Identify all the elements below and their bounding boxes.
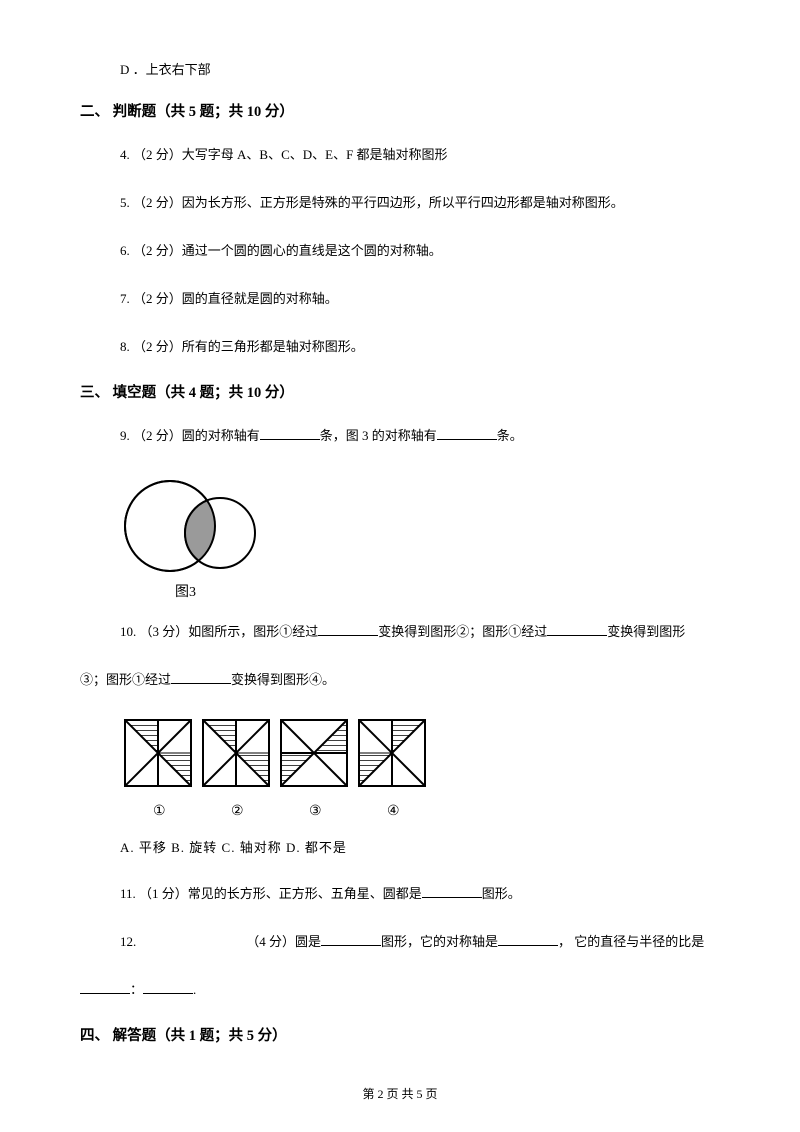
- svg-text:②: ②: [231, 804, 244, 819]
- question-10-line2: ③；图形①经过 变换得到图形④。: [80, 667, 720, 693]
- q11-t1: 常见的长方形、正方形、五角星、圆都是: [188, 886, 422, 901]
- svg-text:①: ①: [153, 804, 166, 819]
- q12-t3: ， 它的直径与半径的比是: [558, 934, 704, 949]
- section-2-heading-text: 二、 判断题（共 5 题；共 10 分）: [80, 104, 294, 120]
- option-d: D ．上衣右下部: [120, 60, 720, 81]
- q12-period: .: [193, 982, 196, 997]
- q8-prefix: 8. （2 分）: [120, 339, 182, 354]
- question-4: 4. （2 分）大写字母 A、B、C、D、E、F 都是轴对称图形: [120, 142, 720, 168]
- q10-t2: 变换得到图形②；图形①经过: [378, 624, 547, 639]
- shape-2: ②: [203, 720, 269, 819]
- blank: [547, 622, 607, 636]
- page: D ．上衣右下部 二、 判断题（共 5 题；共 10 分） 4. （2 分）大写…: [0, 0, 800, 1132]
- blank: [143, 980, 193, 994]
- q12-colon: ：: [130, 982, 143, 997]
- question-12-line2: ：.: [80, 977, 720, 1003]
- question-6: 6. （2 分）通过一个圆的圆心的直线是这个圆的对称轴。: [120, 238, 720, 264]
- q11-prefix: 11. （1 分）: [120, 886, 188, 901]
- q9-t1: 圆的对称轴有: [182, 428, 260, 443]
- q10-shapes-svg: ① ② ③: [120, 715, 440, 820]
- q12-prefix: 12.: [120, 934, 136, 949]
- question-8: 8. （2 分）所有的三角形都是轴对称图形。: [120, 334, 720, 360]
- blank: [437, 426, 497, 440]
- page-footer-text: 第 2 页 共 5 页: [362, 1087, 437, 1101]
- question-9: 9. （2 分）圆的对称轴有 条，图 3 的对称轴有 条。: [120, 423, 720, 449]
- q12-pts: （4 分）: [246, 934, 295, 949]
- q12-t2: 图形，它的对称轴是: [381, 934, 498, 949]
- section-4-heading: 四、 解答题（共 1 题；共 5 分）: [80, 1025, 720, 1048]
- q10-t1: 如图所示，图形①经过: [188, 624, 318, 639]
- shape-4: ④: [359, 720, 425, 819]
- question-7: 7. （2 分）圆的直径就是圆的对称轴。: [120, 286, 720, 312]
- blank: [498, 932, 558, 946]
- page-footer: 第 2 页 共 5 页: [0, 1085, 800, 1104]
- shape-3: ③: [281, 720, 347, 819]
- q10-prefix: 10. （3 分）: [120, 624, 188, 639]
- q11-t2: 图形。: [482, 886, 521, 901]
- blank: [171, 670, 231, 684]
- q10-options: A. 平移 B. 旋转 C. 轴对称 D. 都不是: [120, 838, 720, 859]
- blank: [321, 932, 381, 946]
- blank: [422, 884, 482, 898]
- q12-t1: 圆是: [295, 934, 321, 949]
- blank: [80, 980, 130, 994]
- figure-3-label: 图3: [175, 585, 196, 600]
- q5-prefix: 5. （2 分）: [120, 195, 182, 210]
- section-2-heading: 二、 判断题（共 5 题；共 10 分）: [80, 101, 720, 124]
- q10-l2b: 变换得到图形④。: [231, 672, 335, 687]
- blank: [318, 622, 378, 636]
- q10-t3: 变换得到图形: [607, 624, 685, 639]
- question-10: 10. （3 分）如图所示，图形①经过 变换得到图形②；图形①经过 变换得到图形: [120, 619, 720, 645]
- svg-text:④: ④: [387, 804, 400, 819]
- question-11: 11. （1 分）常见的长方形、正方形、五角星、圆都是 图形。: [120, 881, 720, 907]
- question-5: 5. （2 分）因为长方形、正方形是特殊的平行四边形，所以平行四边形都是轴对称图…: [120, 190, 720, 216]
- q9-prefix: 9. （2 分）: [120, 428, 182, 443]
- option-d-text: D ．上衣右下部: [120, 62, 211, 77]
- q8-text: 所有的三角形都是轴对称图形。: [182, 339, 364, 354]
- q6-prefix: 6. （2 分）: [120, 243, 182, 258]
- q9-t3: 条。: [497, 428, 523, 443]
- figure-3-svg: 图3: [120, 471, 270, 601]
- q9-t2: 条，图 3 的对称轴有: [320, 428, 437, 443]
- question-12: 12. （4 分）圆是 图形，它的对称轴是 ， 它的直径与半径的比是: [120, 929, 720, 955]
- q5-text: 因为长方形、正方形是特殊的平行四边形，所以平行四边形都是轴对称图形。: [182, 195, 624, 210]
- q10-l2a: ③；图形①经过: [80, 672, 171, 687]
- figure-3: 图3: [120, 471, 720, 601]
- blank: [260, 426, 320, 440]
- svg-text:③: ③: [309, 804, 322, 819]
- q10-options-text: A. 平移 B. 旋转 C. 轴对称 D. 都不是: [120, 840, 347, 855]
- section-4-heading-text: 四、 解答题（共 1 题；共 5 分）: [80, 1028, 287, 1044]
- q6-text: 通过一个圆的圆心的直线是这个圆的对称轴。: [182, 243, 442, 258]
- q7-text: 圆的直径就是圆的对称轴。: [182, 291, 338, 306]
- section-3-heading: 三、 填空题（共 4 题；共 10 分）: [80, 382, 720, 405]
- q4-text: 大写字母 A、B、C、D、E、F 都是轴对称图形: [182, 147, 448, 162]
- q4-prefix: 4. （2 分）: [120, 147, 182, 162]
- section-3-heading-text: 三、 填空题（共 4 题；共 10 分）: [80, 385, 294, 401]
- q7-prefix: 7. （2 分）: [120, 291, 182, 306]
- q10-shapes-figure: ① ② ③: [120, 715, 720, 820]
- shape-1: ①: [125, 720, 191, 819]
